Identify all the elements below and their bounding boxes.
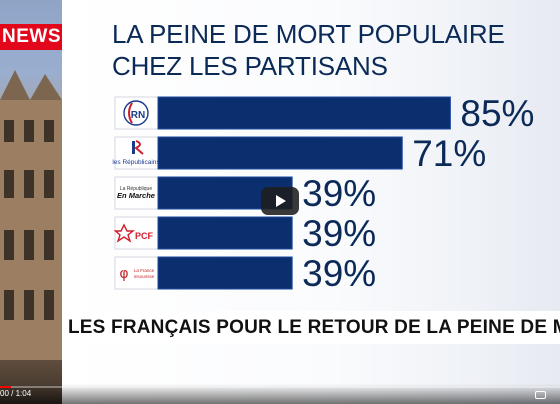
progress-fill <box>0 386 12 388</box>
lr-logo-text: les Républicains <box>112 159 160 166</box>
lr-logo-box: les Républicains <box>112 136 160 170</box>
channel-logo: NEWS <box>0 24 62 50</box>
building-image <box>0 70 62 360</box>
title-line-1: LA PEINE DE MORT POPULAIRE <box>112 19 505 49</box>
progress-track[interactable] <box>0 386 560 388</box>
title-line-2: CHEZ LES PARTISANS <box>112 51 388 81</box>
bar <box>157 256 293 290</box>
time-display: 00 / 1:04 <box>0 389 32 398</box>
bar-value-label: 71% <box>412 133 486 174</box>
chart-title: LA PEINE DE MORT POPULAIRE CHEZ LES PART… <box>112 18 532 82</box>
bar-value-label: 39% <box>302 173 376 214</box>
bar-value-label: 39% <box>302 213 376 254</box>
bar-value-label: 39% <box>302 253 376 294</box>
caption-banner <box>62 311 560 344</box>
play-icon <box>276 195 286 207</box>
lfi-logo-text-2: insoumise <box>134 274 155 279</box>
bar-value-label: 85% <box>460 93 534 134</box>
player-controls <box>0 384 560 404</box>
bar <box>157 216 293 250</box>
caption-banner-text: LES FRANÇAIS POUR LE RETOUR DE LA PEINE … <box>68 317 560 338</box>
pcf-logo-text: PCF <box>135 231 154 241</box>
rn-logo-text: RN <box>131 110 145 121</box>
bar <box>157 136 403 170</box>
subtitles-icon[interactable] <box>535 391 546 399</box>
lrem-logo-text-2: En Marche <box>117 191 155 200</box>
lrem-logo-text-1: La République <box>120 186 152 192</box>
lfi-logo-phi: φ <box>119 266 128 282</box>
lfi-logo-text-1: La France <box>134 268 155 273</box>
rn-logo-box: RN <box>114 96 159 130</box>
pcf-logo-box: PCF <box>113 216 159 250</box>
bar <box>157 96 451 130</box>
play-button[interactable] <box>261 187 299 215</box>
